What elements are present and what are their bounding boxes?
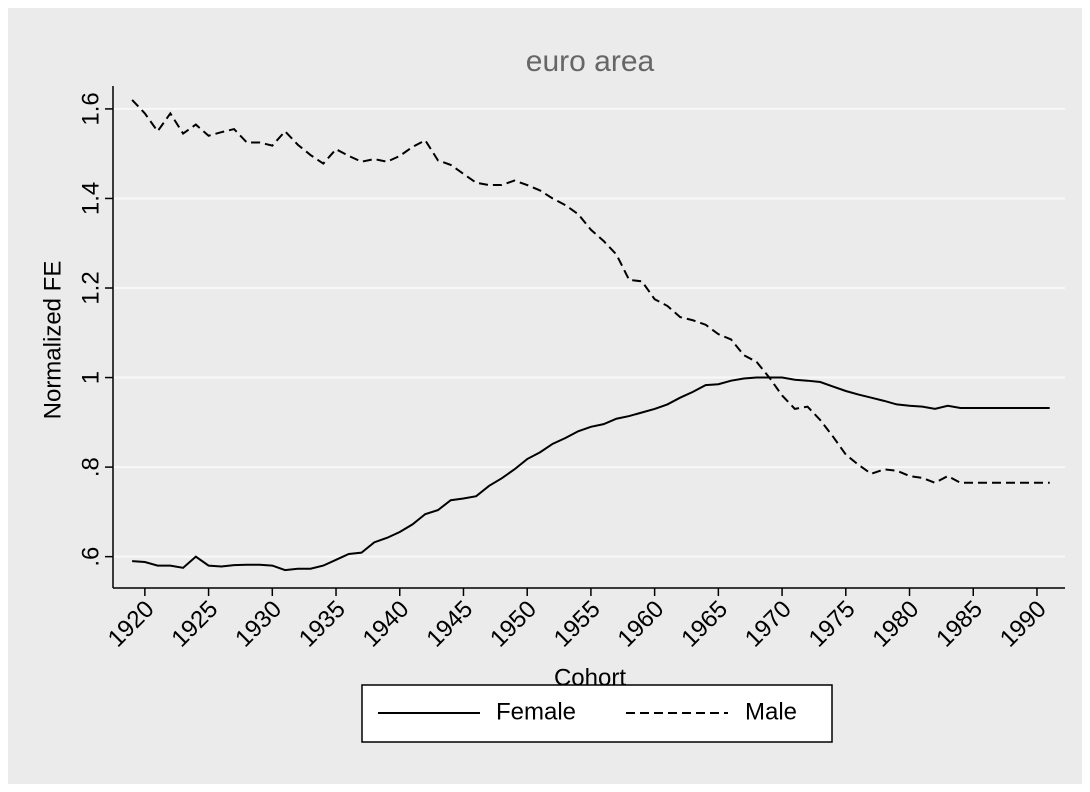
y-tick-label: 1 <box>77 371 104 384</box>
chart-title: euro area <box>526 45 655 78</box>
y-tick-label: .8 <box>77 457 104 477</box>
y-tick-label: .6 <box>77 547 104 567</box>
y-tick-label: 1.2 <box>77 271 104 304</box>
line-series <box>131 99 1050 484</box>
chart-background <box>8 8 1082 784</box>
y-axis-label: Normalized FE <box>39 261 66 420</box>
y-tick-label: 1.6 <box>77 92 104 125</box>
y-tick-label: 1.4 <box>77 182 104 215</box>
line-series <box>132 376 1050 572</box>
legend-label: Female <box>496 698 576 725</box>
legend-label: Male <box>745 698 797 725</box>
